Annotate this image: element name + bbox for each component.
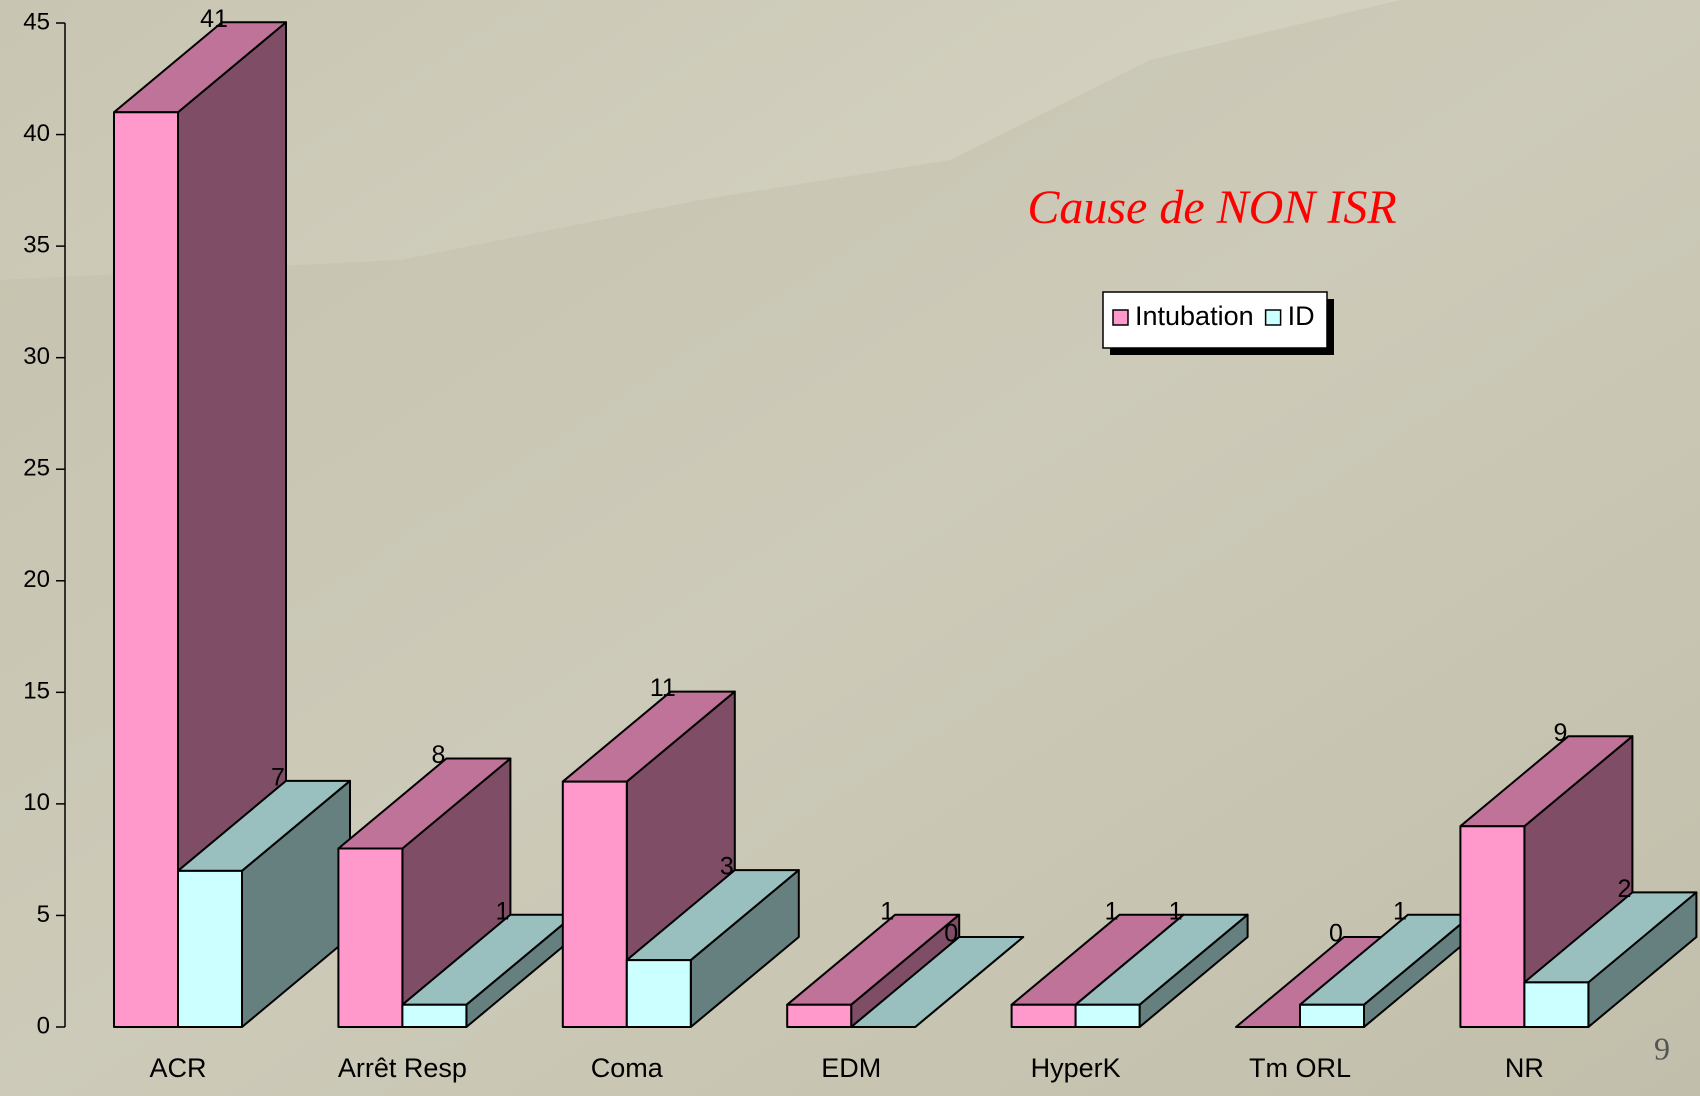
legend-swatch	[1112, 309, 1129, 326]
bar-front	[1074, 1003, 1141, 1029]
y-tick-label: 5	[37, 901, 50, 928]
y-tick-label: 20	[23, 566, 50, 593]
y-tick-label: 25	[23, 455, 50, 482]
data-label: 0	[1329, 920, 1343, 948]
bar	[401, 913, 576, 1029]
slide-number: 9	[1654, 1030, 1670, 1066]
bar-front	[401, 1003, 468, 1029]
data-label: 0	[944, 920, 958, 948]
y-tick-label: 40	[23, 120, 50, 147]
x-tick-label: Arrêt Resp	[338, 1053, 467, 1083]
legend-box	[1102, 291, 1328, 349]
bar-front	[561, 780, 628, 1028]
data-label: 1	[1105, 897, 1119, 925]
data-label: 9	[1553, 719, 1567, 747]
bar-front	[337, 847, 404, 1028]
x-tick-label: EDM	[821, 1053, 881, 1083]
bar	[113, 21, 287, 1028]
bar-front	[1010, 1003, 1077, 1029]
legend-label: ID	[1288, 301, 1315, 331]
y-tick-label: 30	[23, 343, 50, 370]
bar	[337, 757, 512, 1028]
data-label: 2	[1617, 875, 1631, 903]
data-label: 1	[1393, 897, 1407, 925]
data-label: 3	[720, 853, 734, 881]
bar-front	[1299, 1003, 1365, 1029]
bar-front	[786, 1003, 853, 1029]
data-label: 1	[880, 897, 894, 925]
x-tick-label: Coma	[591, 1053, 664, 1083]
bar-front	[113, 111, 179, 1028]
legend-swatch	[1264, 309, 1282, 326]
bar	[1299, 913, 1473, 1029]
legend-label: Intubation	[1135, 301, 1254, 331]
x-tick-label: NR	[1505, 1053, 1544, 1083]
data-label: 8	[431, 741, 445, 769]
bar	[1074, 913, 1249, 1029]
data-label: 7	[271, 763, 285, 791]
x-tick-label: Tm ORL	[1249, 1053, 1351, 1083]
data-label: 41	[200, 5, 228, 33]
x-tick-label: ACR	[149, 1053, 206, 1083]
data-label: 1	[495, 897, 509, 925]
bar-top	[850, 936, 1025, 1028]
y-tick-label: 35	[23, 231, 50, 258]
legend: Intubation ID	[1102, 291, 1334, 355]
y-tick-label: 10	[23, 789, 50, 816]
bar-front	[625, 959, 692, 1028]
bar-front	[1459, 825, 1526, 1029]
bar-front	[1523, 981, 1590, 1029]
chart-title: Cause de NON ISR	[1027, 181, 1396, 234]
y-tick-label: 15	[23, 678, 50, 705]
bar	[850, 936, 1025, 1028]
bar	[1523, 891, 1698, 1029]
y-tick-label: 45	[23, 8, 50, 35]
data-label: 11	[650, 674, 676, 702]
bar	[625, 869, 800, 1028]
x-tick-label: HyperK	[1031, 1053, 1121, 1083]
bar	[177, 779, 351, 1028]
data-label: 1	[1169, 897, 1183, 925]
y-tick-label: 0	[37, 1012, 50, 1039]
bar-front	[177, 869, 243, 1028]
